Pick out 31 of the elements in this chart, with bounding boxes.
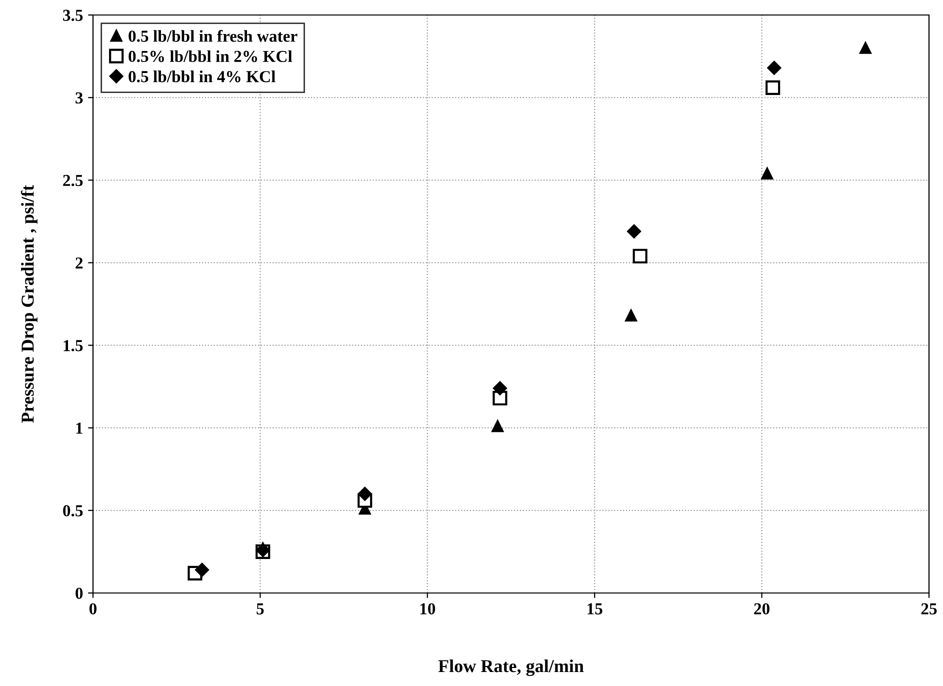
y-tick-label: 1.5 — [64, 340, 83, 352]
y-tick-label: 2 — [76, 257, 83, 268]
x-tick-label: 25 — [921, 603, 937, 614]
point — [632, 248, 648, 264]
y-axis-title: Pressure Drop Gradient , psi/ft — [20, 184, 38, 423]
point — [625, 310, 637, 322]
y-tick-label: 2.5 — [63, 174, 83, 186]
legend-label: 0.5% lb/bbl in 2% KCl — [128, 50, 292, 62]
x-tick-label: 0 — [89, 603, 97, 614]
y-tick-label: 0.5 — [63, 505, 83, 516]
x-tick-label: 20 — [754, 603, 770, 614]
point — [195, 562, 209, 577]
y-tick-label: 3 — [76, 92, 83, 104]
point — [358, 486, 372, 501]
y-tick-label: 3.5 — [63, 10, 83, 22]
point — [766, 80, 780, 95]
point — [627, 224, 641, 238]
legend-label: 0.5 lb/bbl in fresh water — [128, 30, 298, 42]
point — [492, 420, 504, 432]
y-tick-label: 1 — [76, 422, 82, 434]
x-tick-label: 5 — [256, 603, 264, 614]
y-tick-label: 0 — [76, 588, 83, 599]
point — [767, 60, 782, 75]
x-tick-label: 10 — [420, 603, 436, 614]
x-tick-label: 15 — [588, 603, 602, 614]
point — [492, 390, 508, 406]
point — [860, 42, 872, 54]
point — [493, 381, 507, 396]
legend-label: 0.5 lb/bbl in 4% KCl — [128, 70, 276, 82]
x-axis-title: Flow Rate, gal/min — [438, 660, 584, 676]
point — [761, 168, 774, 180]
